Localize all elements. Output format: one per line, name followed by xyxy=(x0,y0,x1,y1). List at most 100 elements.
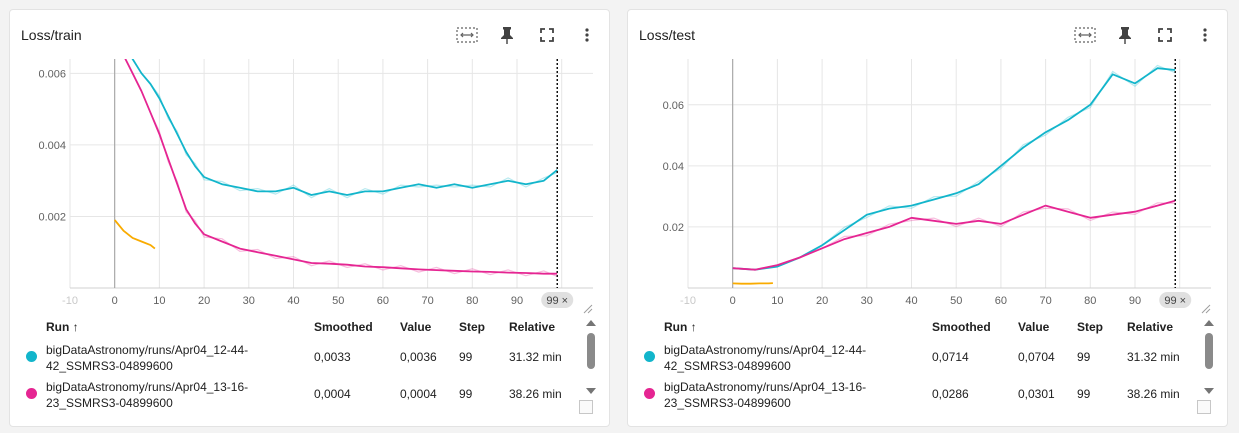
relative-time: 31.32 min xyxy=(509,350,562,364)
x-tick-label: 60 xyxy=(995,295,1007,307)
step: 99 xyxy=(1077,387,1091,401)
x-tick-label: 90 xyxy=(511,295,523,307)
raw-series-line xyxy=(732,64,1176,271)
col-step-header[interactable]: Step xyxy=(1077,320,1104,334)
scroll-down-icon[interactable] xyxy=(1204,388,1214,394)
scroll-thumb[interactable] xyxy=(1205,333,1213,369)
scroll-thumb[interactable] xyxy=(587,333,595,369)
table-row: bigDataAstronomy/runs/Apr04_12-44- 42_SSM… xyxy=(20,338,590,375)
step: 99 xyxy=(459,350,473,364)
card-toolbar xyxy=(455,24,599,46)
x-tick-label: -10 xyxy=(62,295,78,307)
run-name-line1: bigDataAstronomy/runs/Apr04_13-16- xyxy=(46,380,249,394)
pin-icon[interactable] xyxy=(1113,24,1137,46)
col-run-header[interactable]: Run ↑ xyxy=(46,320,79,334)
x-tick-label: 20 xyxy=(816,295,828,307)
col-step-header[interactable]: Step xyxy=(459,320,486,334)
fullscreen-icon[interactable] xyxy=(535,24,559,46)
y-tick-label: 0.004 xyxy=(38,140,66,152)
fullscreen-icon[interactable] xyxy=(1153,24,1177,46)
x-tick-label: 50 xyxy=(950,295,962,307)
table-row: bigDataAstronomy/runs/Apr04_12-44- 42_SSM… xyxy=(638,338,1208,375)
col-value-header[interactable]: Value xyxy=(1018,320,1050,334)
line-chart-loss-train[interactable]: -1001020304050607080901000.0020.0040.006… xyxy=(10,55,610,311)
value: 0,0004 xyxy=(400,387,437,401)
x-tick-label: 90 xyxy=(1129,295,1141,307)
run-name-line2: 42_SSMRS3-04899600 xyxy=(46,359,173,373)
value: 0,0036 xyxy=(400,350,437,364)
run-name-line1: bigDataAstronomy/runs/Apr04_12-44- xyxy=(664,343,867,357)
smoothed-value: 0,0714 xyxy=(932,350,969,364)
relative-time: 38.26 min xyxy=(509,387,562,401)
more-vert-icon[interactable] xyxy=(575,24,599,46)
cursor-badge xyxy=(1159,292,1192,308)
x-tick-label: 0 xyxy=(730,295,736,307)
col-relative-header[interactable]: Relative xyxy=(509,320,556,334)
relative-time: 38.26 min xyxy=(1127,387,1180,401)
run-name: bigDataAstronomy/runs/Apr04_12-44- 42_SSM… xyxy=(46,342,296,374)
series-group xyxy=(114,59,558,277)
chart-card-loss-test: Loss/test -1001020304050607080901000.020… xyxy=(627,9,1228,427)
x-tick-label: 0 xyxy=(112,295,118,307)
run-name: bigDataAstronomy/runs/Apr04_13-16- 23_SSM… xyxy=(664,379,914,411)
x-tick-label: 60 xyxy=(377,295,389,307)
run-color-dot xyxy=(26,388,37,399)
run-name-line1: bigDataAstronomy/runs/Apr04_12-44- xyxy=(46,343,249,357)
series-line xyxy=(114,219,156,250)
x-tick-label: -10 xyxy=(680,295,696,307)
raw-series-line xyxy=(124,59,558,277)
resize-handle-icon[interactable] xyxy=(1199,302,1211,314)
series-line xyxy=(732,282,773,285)
table-scrollbar[interactable] xyxy=(1203,318,1215,408)
y-tick-label: 0.04 xyxy=(663,161,684,173)
table-row: bigDataAstronomy/runs/Apr04_13-16- 23_SSM… xyxy=(20,375,590,412)
line-chart-loss-test[interactable]: -1001020304050607080901000.020.040.0699 … xyxy=(628,55,1228,311)
chart-card-loss-train: Loss/train -1001020304050607080901000.00… xyxy=(9,9,610,427)
run-name-line2: 23_SSMRS3-04899600 xyxy=(46,396,173,410)
series-line xyxy=(131,59,558,196)
y-tick-label: 0.002 xyxy=(38,211,66,223)
more-vert-icon[interactable] xyxy=(1193,24,1217,46)
table-header: Run ↑ Smoothed Value Step Relative xyxy=(638,316,1208,338)
series-line xyxy=(732,67,1176,271)
resize-handle-icon[interactable] xyxy=(581,302,593,314)
x-tick-label: 30 xyxy=(861,295,873,307)
table-resize-icon[interactable] xyxy=(1197,400,1211,414)
value: 0,0704 xyxy=(1018,350,1055,364)
raw-series-line xyxy=(131,59,558,199)
pin-icon[interactable] xyxy=(495,24,519,46)
x-tick-label: 70 xyxy=(421,295,433,307)
x-tick-label: 80 xyxy=(1084,295,1096,307)
scroll-up-icon[interactable] xyxy=(586,320,596,326)
table-resize-icon[interactable] xyxy=(579,400,593,414)
x-tick-label: 70 xyxy=(1039,295,1051,307)
run-color-dot xyxy=(644,351,655,362)
run-color-dot xyxy=(644,388,655,399)
smoothed-value: 0,0033 xyxy=(314,350,351,364)
smoothed-value: 0,0286 xyxy=(932,387,969,401)
run-name-line1: bigDataAstronomy/runs/Apr04_13-16- xyxy=(664,380,867,394)
value: 0,0301 xyxy=(1018,387,1055,401)
card-toolbar xyxy=(1073,24,1217,46)
runs-table: Run ↑ Smoothed Value Step Relative bigDa… xyxy=(20,316,590,412)
y-tick-label: 0.02 xyxy=(663,222,684,234)
smoothed-value: 0,0004 xyxy=(314,387,351,401)
card-title: Loss/test xyxy=(639,27,696,43)
run-name: bigDataAstronomy/runs/Apr04_12-44- 42_SSM… xyxy=(664,342,914,374)
run-name: bigDataAstronomy/runs/Apr04_13-16- 23_SSM… xyxy=(46,379,296,411)
fit-domain-icon[interactable] xyxy=(455,24,479,46)
table-row: bigDataAstronomy/runs/Apr04_13-16- 23_SSM… xyxy=(638,375,1208,412)
table-scrollbar[interactable] xyxy=(585,318,597,408)
scroll-down-icon[interactable] xyxy=(586,388,596,394)
series-group xyxy=(732,64,1176,285)
col-smoothed-header[interactable]: Smoothed xyxy=(932,320,991,334)
scroll-up-icon[interactable] xyxy=(1204,320,1214,326)
col-relative-header[interactable]: Relative xyxy=(1127,320,1174,334)
fit-domain-icon[interactable] xyxy=(1073,24,1097,46)
x-tick-label: 40 xyxy=(287,295,299,307)
col-run-header[interactable]: Run ↑ xyxy=(664,320,697,334)
col-value-header[interactable]: Value xyxy=(400,320,432,334)
col-smoothed-header[interactable]: Smoothed xyxy=(314,320,373,334)
series-line xyxy=(732,199,1176,271)
run-color-dot xyxy=(26,351,37,362)
